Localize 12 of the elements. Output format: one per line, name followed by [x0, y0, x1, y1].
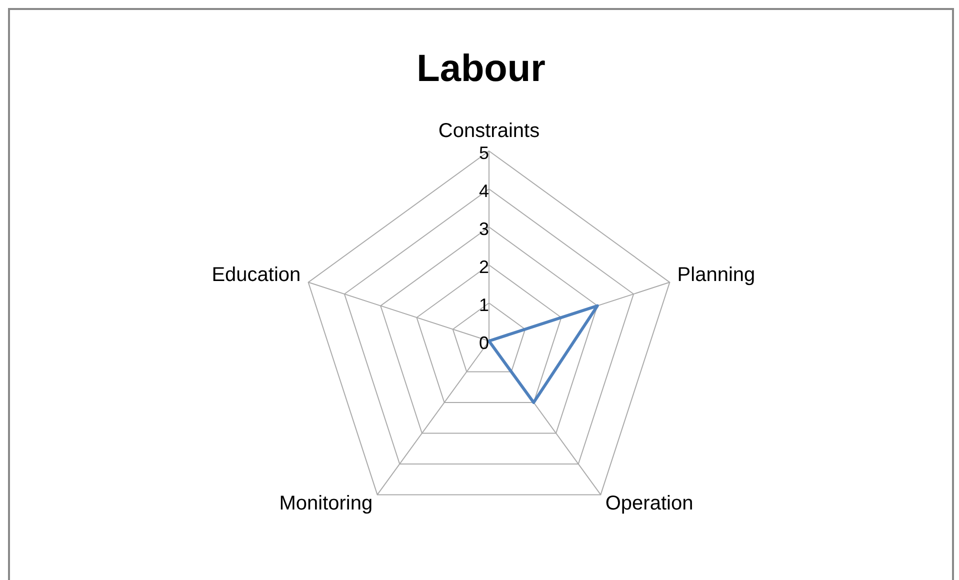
y-tick-label: 3	[478, 219, 489, 239]
y-tick-label: 4	[478, 181, 489, 201]
spoke-label: Planning	[677, 264, 756, 286]
spoke-label: Monitoring	[279, 492, 373, 514]
spoke-label: Education	[212, 264, 301, 286]
y-tick-label: 5	[478, 143, 489, 163]
y-tick-label: 0	[478, 333, 489, 353]
spoke-label: Operation	[605, 492, 694, 514]
y-tick-label: 2	[478, 257, 489, 277]
chart-title: Labour	[416, 48, 546, 91]
y-tick-label: 1	[478, 295, 489, 315]
spoke-label: Constraints	[438, 120, 540, 142]
